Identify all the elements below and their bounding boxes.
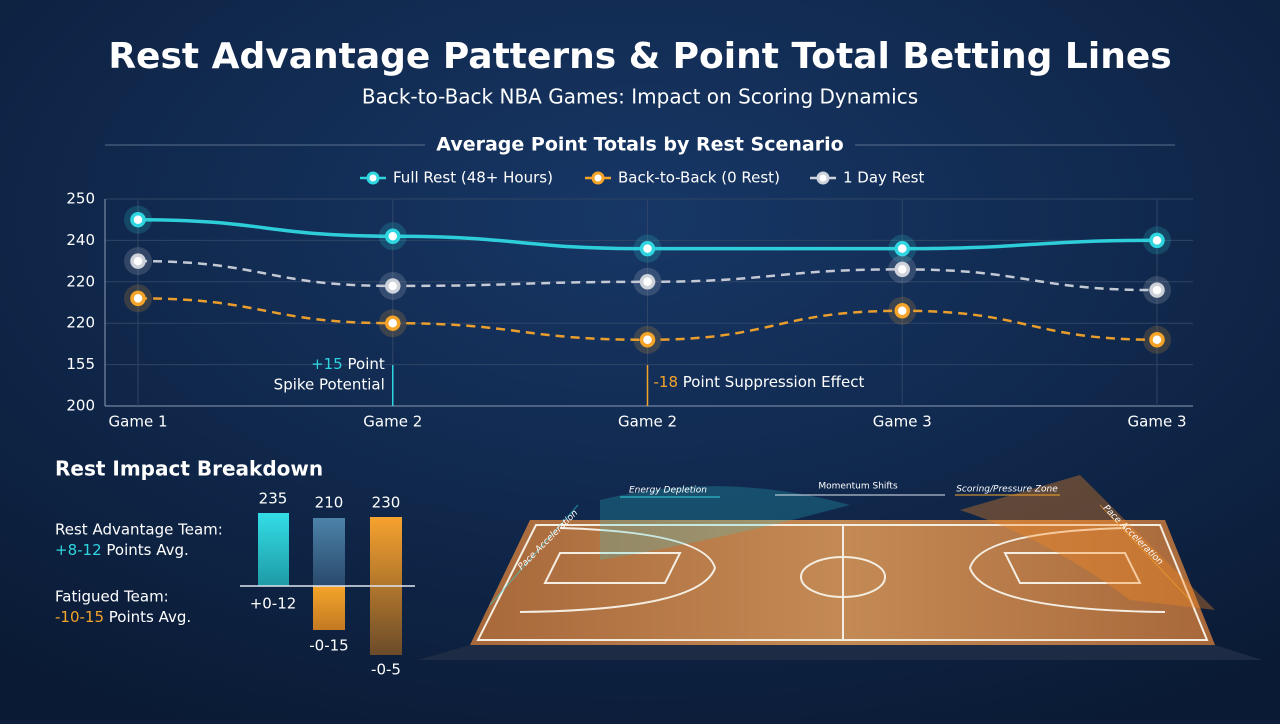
court-line [519, 527, 717, 613]
y-tick-label: 155 [66, 355, 95, 373]
breakdown-title: Rest Impact Breakdown [55, 457, 323, 481]
heat-zone [960, 475, 1215, 610]
advantage-label: Rest Advantage Team: [55, 521, 223, 539]
bar-bottom-label: -0-5 [371, 661, 401, 679]
bar-top-label: 230 [372, 494, 401, 512]
impact-bar [313, 586, 345, 630]
arrow [489, 504, 579, 606]
data-point [894, 261, 910, 278]
fatigued-value: -10-15 Points Avg. [55, 608, 191, 626]
y-tick-label: 240 [66, 231, 95, 249]
bar-bottom-label: +0-12 [250, 595, 297, 613]
legend-marker [591, 171, 605, 185]
y-tick-label: 250 [66, 190, 95, 208]
y-tick-label: 200 [66, 397, 95, 415]
legend-label: Back-to-Back (0 Rest) [618, 169, 780, 187]
data-point [130, 253, 146, 269]
court-label: Scoring/Pressure Zone [956, 485, 1058, 495]
impact-bar [258, 513, 289, 586]
highlight: +8-12 [55, 541, 102, 559]
court-line [800, 556, 886, 598]
court-line [968, 527, 1166, 613]
x-tick-label: Game 2 [363, 413, 422, 431]
bar-top-label: 235 [259, 490, 288, 508]
x-tick-label: Game 2 [618, 413, 677, 431]
court-line [476, 524, 1209, 641]
data-point [130, 211, 146, 228]
text: Point [348, 355, 385, 373]
text: Point Suppression Effect [683, 373, 865, 391]
data-point [894, 240, 910, 257]
data-point [385, 278, 401, 294]
line-chart: 200 155 220 220 240 250 Game 1 Game 2 Game 2 Game… [66, 169, 1193, 431]
data-point [639, 332, 656, 348]
court-label: Energy Depletion [629, 486, 707, 496]
data-point [1149, 232, 1165, 249]
title: Rest Advantage Patterns & Point Total Be… [108, 36, 1171, 77]
annotation: -18 Point Suppression Effect [654, 373, 865, 391]
annotation: +15 Point [311, 355, 385, 373]
highlight: -18 [654, 373, 679, 391]
court-illustration: Energy Depletion Momentum Shifts Scoring… [418, 475, 1262, 660]
court-line [543, 552, 682, 584]
y-tick-label: 220 [66, 314, 95, 332]
data-point [130, 290, 146, 307]
data-point [894, 303, 910, 319]
advantage-value: +8-12 Points Avg. [55, 541, 189, 559]
data-point [1149, 332, 1165, 348]
highlight: -10-15 [55, 608, 104, 626]
court-platform [418, 645, 1262, 660]
legend-label: 1 Day Rest [843, 169, 924, 187]
annotation: Spike Potential [274, 376, 385, 394]
court-label: Momentum Shifts [818, 482, 898, 492]
data-point [1149, 282, 1165, 298]
data-point [385, 228, 401, 245]
fatigued-label: Fatigued Team: [55, 588, 169, 606]
bar-bottom-label: -0-15 [309, 637, 348, 655]
legend-marker [816, 171, 830, 185]
impact-bar [313, 518, 345, 586]
legend-label: Full Rest (48+ Hours) [393, 169, 553, 187]
chart-title: Average Point Totals by Rest Scenario [436, 134, 843, 156]
bar-top-label: 210 [315, 494, 344, 512]
subtitle: Back-to-Back NBA Games: Impact on Scorin… [362, 85, 918, 109]
text: Points Avg. [106, 541, 188, 559]
arrow [1099, 504, 1191, 601]
x-tick-label: Game 3 [1128, 413, 1187, 431]
text: Points Avg. [109, 608, 191, 626]
court-line [1003, 552, 1142, 584]
data-point [639, 274, 656, 290]
highlight: +15 [311, 355, 343, 373]
x-tick-label: Game 3 [873, 413, 932, 431]
data-point [385, 315, 401, 331]
y-tick-label: 220 [66, 272, 95, 290]
legend-marker [366, 171, 380, 185]
data-point [639, 240, 656, 257]
x-tick-label: Game 1 [109, 413, 168, 431]
heat-zone [600, 486, 850, 560]
